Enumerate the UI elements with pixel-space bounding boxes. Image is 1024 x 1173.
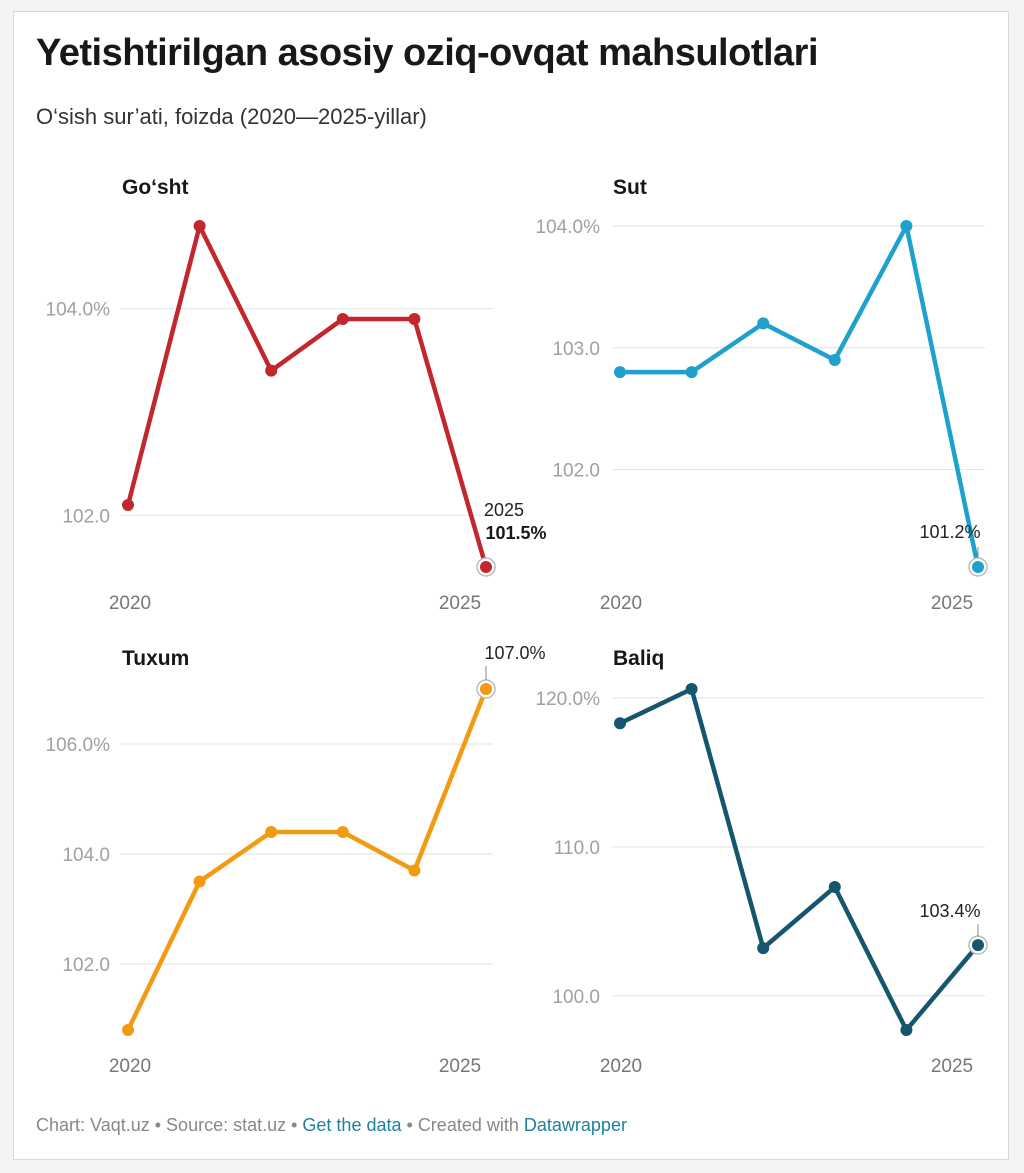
datawrapper-link[interactable]: Datawrapper	[523, 1115, 627, 1135]
x-tick-label: 2025	[931, 593, 973, 614]
series-line	[617, 686, 981, 1033]
data-point	[685, 366, 698, 379]
series-line	[125, 223, 489, 570]
data-point	[336, 826, 349, 838]
y-tick-label: 103.0	[552, 339, 600, 360]
y-tick-label: 106.0%	[46, 735, 111, 756]
chart-panel-2: Sut 102.0 103.0 104.0% 2020 2025 101.2%	[536, 176, 988, 614]
data-point	[685, 683, 698, 695]
x-tick-label: 2025	[439, 593, 481, 614]
x-tick-label: 2020	[109, 1056, 151, 1077]
series-line	[617, 223, 981, 570]
data-point	[408, 864, 421, 877]
x-tick-label: 2020	[600, 1056, 642, 1077]
data-point	[122, 1024, 134, 1036]
annotation-value: 101.5%	[485, 523, 546, 543]
chart-panel-1: Go‘sht 102.0 104.0% 2020 2025 2025 101.5%	[46, 176, 547, 614]
panel-title: Baliq	[613, 647, 664, 670]
x-tick-label: 2020	[600, 593, 642, 614]
x-tick-label: 2020	[109, 593, 151, 614]
panel-title: Go‘sht	[122, 176, 189, 199]
data-point	[757, 942, 770, 955]
chart-panel-3: Tuxum 102.0 104.0 106.0% 2020 2025 107.0%	[46, 643, 546, 1077]
data-point	[828, 881, 841, 894]
footer-separator: •	[149, 1115, 167, 1135]
data-point	[972, 939, 984, 952]
data-point	[265, 364, 278, 377]
footer-separator: •	[401, 1115, 418, 1135]
y-tick-label: 104.0%	[536, 217, 601, 238]
data-point	[193, 220, 206, 232]
y-tick-label: 120.0%	[536, 689, 601, 710]
data-point	[408, 313, 421, 325]
chart-credit: Chart: Vaqt.uz	[36, 1115, 150, 1135]
series-line	[125, 686, 489, 1033]
chart-panel-4: Baliq 100.0 110.0 120.0% 2020 2025 103.4%	[536, 647, 988, 1077]
data-point	[480, 561, 492, 573]
y-tick-label: 100.0	[552, 987, 600, 1008]
panel-title: Tuxum	[122, 647, 189, 670]
y-tick-label: 110.0	[554, 838, 600, 859]
x-tick-label: 2025	[931, 1056, 973, 1077]
data-point	[336, 313, 349, 325]
source-text: Source: stat.uz	[166, 1115, 287, 1135]
panel-title: Sut	[613, 176, 647, 199]
annotation-value: 107.0%	[484, 643, 545, 663]
data-point	[193, 875, 206, 888]
footer-separator: •	[286, 1115, 303, 1135]
data-point	[828, 353, 841, 366]
x-tick-label: 2025	[439, 1056, 481, 1077]
y-tick-label: 104.0	[62, 845, 110, 866]
y-tick-label: 102.0	[62, 955, 110, 976]
chart-subtitle: O‘sish sur’ati, foizda (2020—2025-yillar…	[36, 104, 427, 129]
data-point	[122, 499, 134, 511]
annotation-value: 103.4%	[919, 901, 980, 921]
y-tick-label: 102.0	[552, 461, 600, 482]
data-point	[900, 1024, 913, 1036]
data-point	[480, 683, 492, 695]
data-point	[265, 826, 278, 838]
get-the-data-link[interactable]: Get the data	[302, 1115, 402, 1135]
annotation-year: 2025	[484, 500, 524, 520]
data-point	[972, 561, 984, 573]
data-point	[757, 317, 770, 330]
data-point	[900, 220, 913, 232]
data-point	[614, 717, 626, 730]
y-tick-label: 104.0%	[46, 300, 111, 321]
chart-title: Yetishtirilgan asosiy oziq-ovqat mahsulo…	[36, 32, 819, 74]
data-point	[614, 366, 626, 379]
chart-card	[13, 11, 1009, 1160]
y-tick-label: 102.0	[62, 506, 110, 527]
created-with-text: Created with	[417, 1115, 519, 1135]
footer: Chart: Vaqt.uz • Source: stat.uz • Get t…	[36, 1115, 627, 1136]
annotation-value: 101.2%	[919, 522, 980, 542]
